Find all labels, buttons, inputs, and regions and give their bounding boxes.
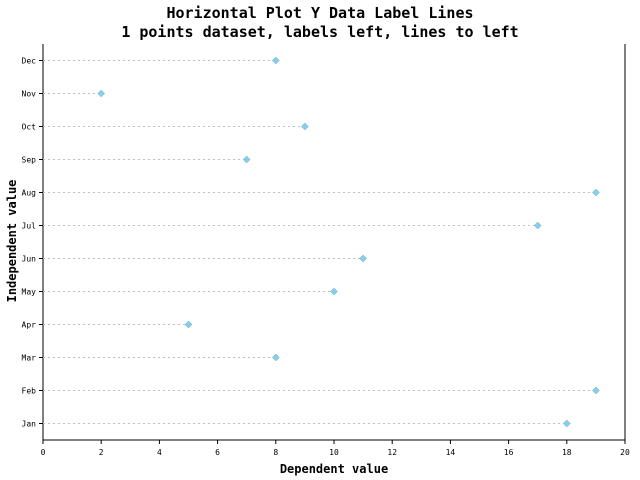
data-point (330, 287, 338, 296)
x-tick-label: 0 (41, 448, 46, 457)
data-point (359, 254, 367, 263)
data-point (271, 353, 280, 362)
data-point (97, 89, 106, 98)
x-tick-label: 8 (273, 448, 278, 457)
x-tick-label: 18 (562, 448, 572, 457)
data-point (184, 320, 193, 329)
data-point (592, 386, 600, 395)
x-tick-label: 12 (387, 448, 397, 457)
y-tick-label: Jan (22, 420, 37, 429)
y-tick-label: Jun (22, 255, 37, 264)
y-tick-label: Nov (22, 90, 37, 99)
y-tick-label: Mar (22, 354, 37, 363)
y-tick-label: Jul (22, 222, 37, 231)
chart-title: Horizontal Plot Y Data Label Lines (166, 4, 473, 22)
x-tick-label: 10 (329, 448, 339, 457)
data-point (592, 188, 600, 197)
y-axis-title: Independent value (5, 180, 19, 303)
y-tick-label: Aug (22, 189, 37, 198)
x-tick-label: 20 (620, 448, 630, 457)
x-tick-label: 4 (157, 448, 162, 457)
y-tick-label: Feb (22, 387, 37, 396)
data-point (301, 122, 309, 131)
data-point (562, 419, 571, 428)
y-tick-label: May (22, 288, 37, 297)
y-tick-label: Oct (22, 123, 37, 132)
y-tick-label: Sep (22, 156, 37, 165)
x-tick-label: 6 (215, 448, 220, 457)
x-axis-title: Dependent value (280, 462, 388, 476)
x-tick-label: 14 (446, 448, 456, 457)
y-tick-label: Dec (22, 57, 37, 66)
plot-area: 0 2 4 6 8 10 12 14 16 18 20 Jan Feb Mar Apr May Jun Jul Au… (22, 44, 630, 457)
x-tick-label: 2 (99, 448, 104, 457)
y-tick-label: Apr (22, 321, 37, 330)
x-tick-label: 16 (504, 448, 514, 457)
data-point (271, 56, 280, 65)
chart-subtitle: 1 points dataset, labels left, lines to … (121, 23, 518, 41)
data-point (533, 221, 542, 230)
data-point (242, 155, 251, 164)
